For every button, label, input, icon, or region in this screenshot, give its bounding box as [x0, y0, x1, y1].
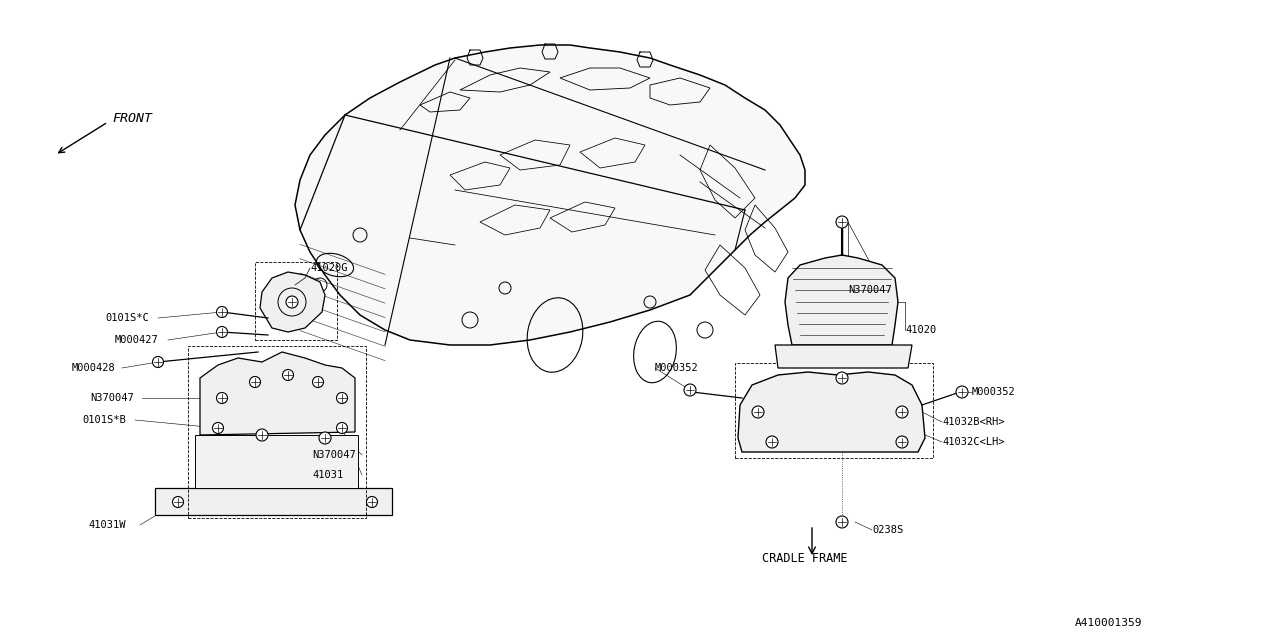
Text: CRADLE FRAME: CRADLE FRAME — [762, 552, 847, 564]
Circle shape — [212, 422, 224, 433]
Polygon shape — [294, 45, 805, 345]
Text: 0101S*B: 0101S*B — [82, 415, 125, 425]
Circle shape — [956, 386, 968, 398]
Text: 41031: 41031 — [312, 470, 343, 480]
Text: 41020G: 41020G — [310, 263, 347, 273]
Bar — [735, 363, 933, 458]
Circle shape — [836, 516, 849, 528]
Polygon shape — [200, 352, 355, 435]
Circle shape — [836, 216, 849, 228]
Text: M000352: M000352 — [655, 363, 699, 373]
Circle shape — [836, 372, 849, 384]
Polygon shape — [195, 435, 358, 488]
Circle shape — [173, 497, 183, 508]
Circle shape — [152, 356, 164, 367]
Circle shape — [285, 296, 298, 308]
Circle shape — [256, 429, 268, 441]
Polygon shape — [785, 255, 899, 345]
Bar — [255, 262, 337, 340]
Circle shape — [896, 436, 908, 448]
Circle shape — [765, 436, 778, 448]
Circle shape — [366, 497, 378, 508]
Circle shape — [250, 376, 261, 387]
Circle shape — [896, 406, 908, 418]
Circle shape — [216, 392, 228, 403]
Polygon shape — [260, 272, 325, 332]
Text: 41020: 41020 — [905, 325, 936, 335]
Circle shape — [753, 406, 764, 418]
Circle shape — [312, 376, 324, 387]
Text: 41032C<LH>: 41032C<LH> — [942, 437, 1005, 447]
Circle shape — [337, 392, 347, 403]
Text: A410001359: A410001359 — [1075, 618, 1143, 628]
Circle shape — [283, 369, 293, 381]
Text: 41031W: 41031W — [88, 520, 125, 530]
Text: M000427: M000427 — [115, 335, 159, 345]
Circle shape — [337, 422, 347, 433]
Circle shape — [216, 326, 228, 337]
Text: M000428: M000428 — [72, 363, 115, 373]
Text: FRONT: FRONT — [113, 111, 152, 125]
Text: N370047: N370047 — [312, 450, 356, 460]
Polygon shape — [155, 488, 392, 515]
Text: N370047: N370047 — [849, 285, 892, 295]
Polygon shape — [774, 345, 911, 368]
Circle shape — [319, 432, 332, 444]
Circle shape — [216, 307, 228, 317]
Text: M000352: M000352 — [972, 387, 1016, 397]
Text: 0238S: 0238S — [872, 525, 904, 535]
Bar — [188, 346, 366, 518]
Text: N370047: N370047 — [90, 393, 133, 403]
Text: 0101S*C: 0101S*C — [105, 313, 148, 323]
Polygon shape — [739, 372, 925, 452]
Circle shape — [684, 384, 696, 396]
Text: 41032B<RH>: 41032B<RH> — [942, 417, 1005, 427]
